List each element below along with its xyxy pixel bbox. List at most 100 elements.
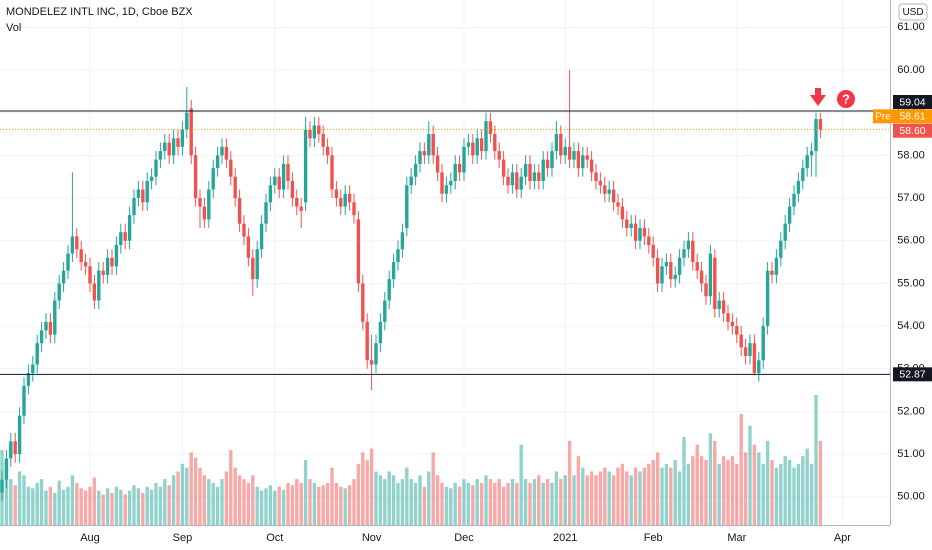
candle-body — [545, 159, 550, 169]
candle-body — [805, 155, 809, 169]
volume-bar — [409, 479, 413, 525]
candle-body — [721, 300, 726, 314]
candle-body — [61, 270, 66, 284]
volume-bar — [246, 482, 251, 525]
candle-body — [405, 185, 409, 228]
candle-body — [413, 163, 418, 177]
volume-bar — [462, 479, 466, 525]
candle-body — [774, 257, 779, 275]
volume-bar — [198, 467, 202, 525]
volume-bar — [677, 471, 682, 525]
candle-body — [264, 202, 268, 224]
candle-body — [475, 138, 479, 156]
currency-box[interactable] — [898, 3, 928, 21]
volume-bar — [145, 486, 149, 525]
candle-body — [796, 180, 801, 194]
volume-bar — [765, 440, 770, 525]
volume-bar — [171, 475, 176, 525]
candle-body — [163, 142, 167, 152]
candle-body — [669, 262, 673, 280]
volume-bar — [343, 488, 347, 525]
candle-body — [193, 155, 198, 199]
candle-body — [369, 360, 374, 365]
volume-bar — [53, 492, 57, 525]
volume-bar — [510, 479, 515, 525]
candle-body — [607, 189, 611, 194]
volume-bar — [611, 475, 616, 525]
candle-body — [220, 146, 224, 156]
candle-body — [730, 321, 735, 327]
candle-body — [541, 159, 545, 181]
volume-bar — [537, 475, 541, 525]
y-tick-label: 50.00 — [897, 491, 925, 503]
volume-bar — [633, 467, 638, 525]
candle-body — [237, 198, 242, 224]
candle-body — [211, 168, 215, 190]
candle-body — [515, 172, 519, 190]
volume-bar — [242, 479, 246, 525]
candle-body — [286, 163, 290, 181]
candle-body — [79, 249, 83, 263]
candle-body — [510, 172, 515, 186]
volume-bar — [431, 452, 435, 525]
candle-body — [110, 257, 114, 267]
candle-body — [752, 343, 757, 374]
y-tick-label: 61.00 — [897, 21, 925, 33]
price-label: 58.61 — [899, 111, 925, 123]
chart-title: MONDELEZ INTL INC, 1D, Cboe BZX — [6, 6, 193, 18]
candle-body — [242, 223, 246, 237]
candle-body — [189, 108, 193, 156]
volume-bar — [83, 490, 88, 525]
price-label: 58.60 — [899, 125, 925, 137]
candle-body — [4, 458, 9, 480]
volume-bar — [717, 463, 721, 525]
volume-bar — [708, 433, 713, 525]
candle-body — [127, 215, 132, 241]
currency[interactable]: USD — [902, 7, 923, 18]
candle-body — [35, 343, 39, 365]
volume-bar — [123, 494, 127, 525]
candle-body — [528, 163, 532, 181]
volume-bar — [224, 471, 229, 525]
candle-body — [616, 202, 620, 207]
volume-bar — [770, 460, 774, 525]
volume-bar — [682, 437, 686, 525]
candle-body — [26, 373, 31, 386]
volume-bar — [515, 482, 519, 525]
volume-bar — [101, 494, 105, 525]
candle-body — [70, 236, 75, 254]
candle-body — [207, 189, 211, 220]
volume-bar — [752, 444, 757, 525]
volume-bar — [787, 460, 792, 525]
volume-bar — [13, 485, 17, 525]
volume-bar — [211, 482, 215, 525]
candle-body — [563, 146, 567, 156]
candle-body — [330, 155, 334, 190]
candle-body — [713, 257, 717, 310]
volume-bar — [233, 467, 237, 525]
volume-bar — [167, 485, 171, 525]
volume-bar — [655, 452, 660, 525]
volume-bar — [598, 471, 603, 525]
volume-bar — [550, 482, 554, 525]
volume-bar — [361, 452, 365, 525]
candle-body — [44, 321, 48, 331]
candle-body — [88, 266, 92, 284]
price-label: 52.87 — [899, 369, 925, 381]
candle-body — [695, 262, 699, 271]
candle-body — [141, 189, 145, 203]
x-tick-label: Sep — [173, 532, 193, 544]
candle-body — [629, 223, 633, 228]
candle-body — [251, 257, 255, 280]
volume-bar — [325, 482, 330, 525]
volume-bar — [585, 475, 589, 525]
candle-body — [625, 219, 629, 228]
candle-body — [809, 151, 814, 156]
volume-bar — [365, 460, 369, 525]
volume-bar — [295, 479, 299, 525]
volume-bar — [207, 479, 211, 525]
candle-body — [312, 125, 317, 139]
volume-bar — [259, 490, 264, 525]
candle-body — [633, 223, 638, 241]
candle-body — [9, 441, 13, 459]
